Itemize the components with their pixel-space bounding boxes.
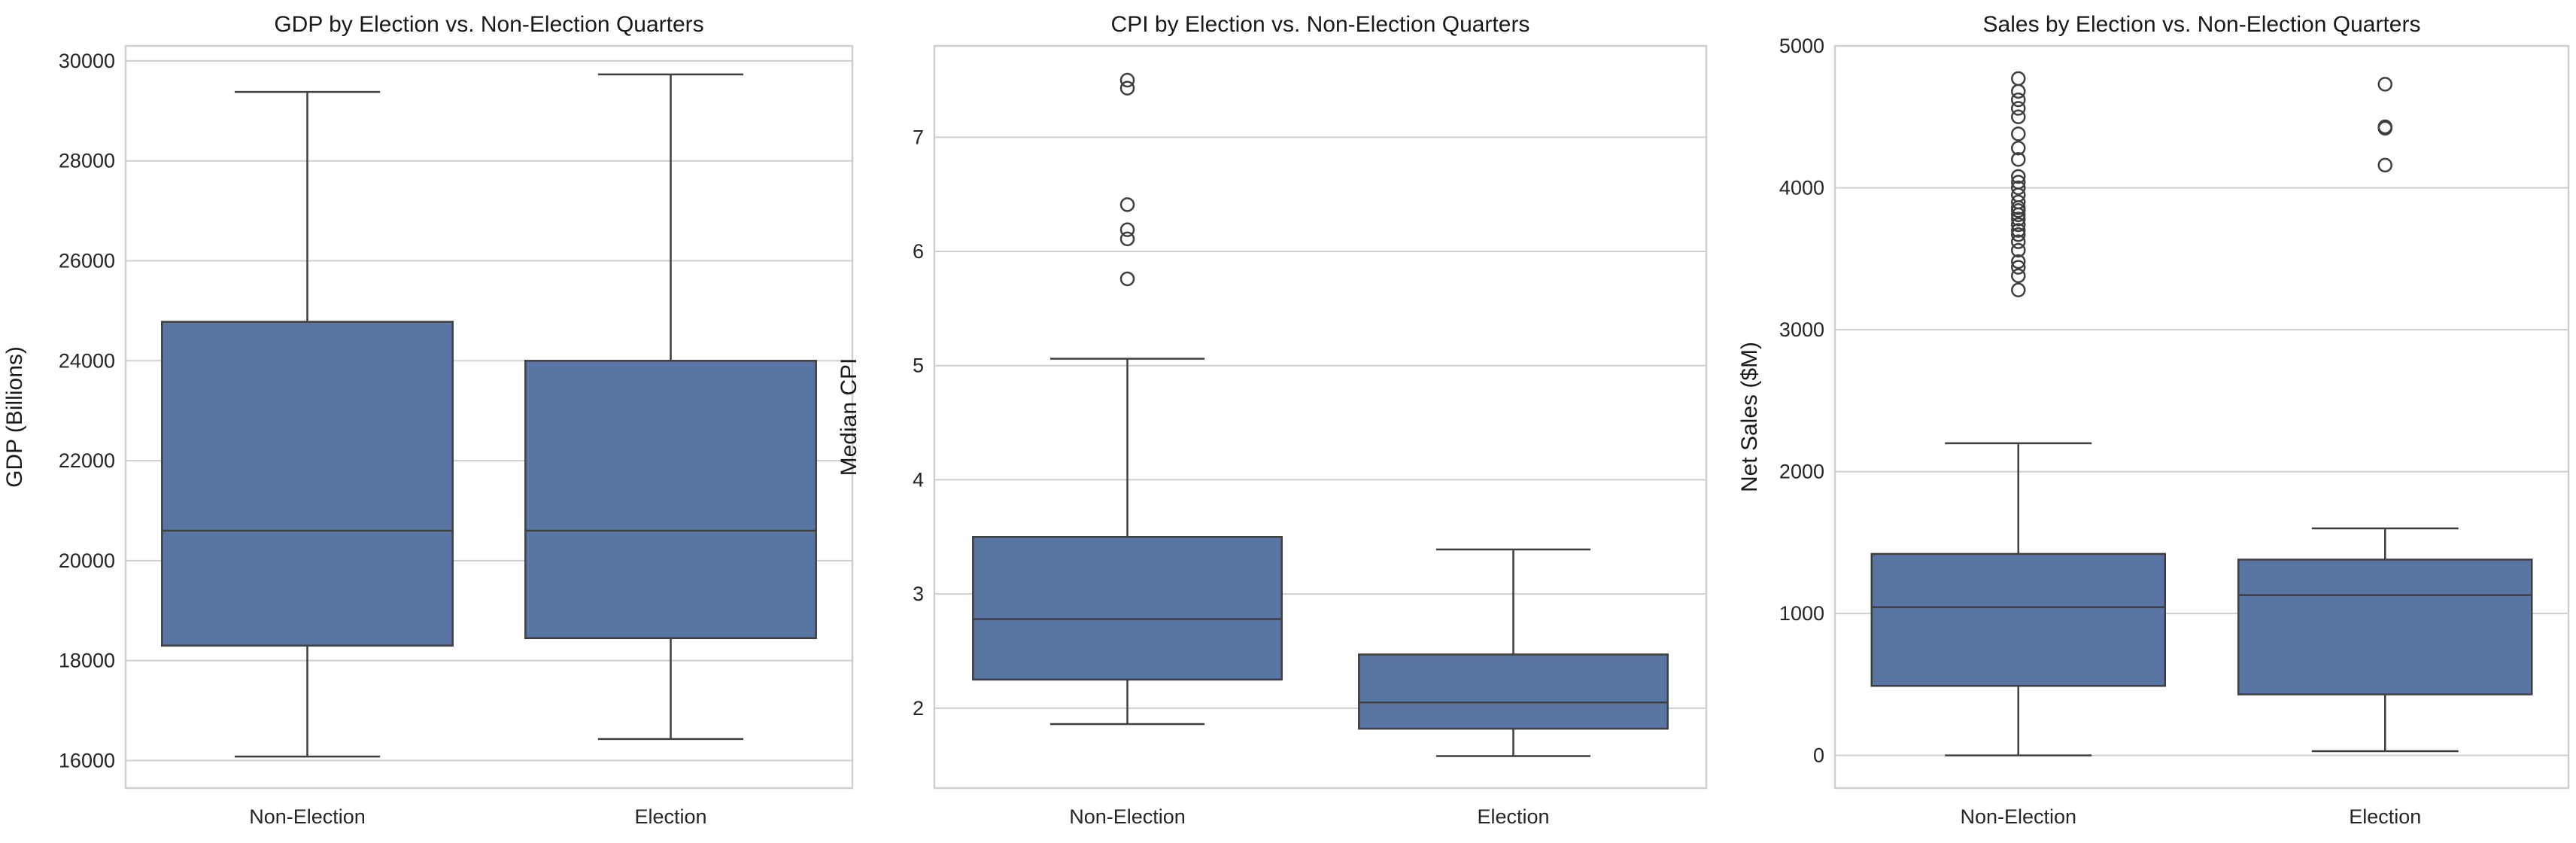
outlier-point: [2011, 260, 2026, 275]
chart-title: Sales by Election vs. Non-Election Quart…: [1983, 12, 2421, 37]
y-tick-label: 3000: [1779, 318, 1824, 341]
x-tick-label: Election: [1477, 805, 1549, 828]
panels: 1600018000200002200024000260002800030000…: [2, 12, 2570, 828]
y-tick-label: 3: [913, 583, 924, 605]
x-tick-labels: Non-Election Election: [1960, 805, 2421, 828]
y-tick-labels: 16000 18000 20000 22000 24000 26000 28000 30000: [59, 50, 115, 772]
y-tick-label: 24000: [59, 349, 115, 372]
outlier-point: [2011, 234, 2026, 249]
y-tick-label: 20000: [59, 549, 115, 572]
y-tick-labels: 0 1000 2000 3000 4000 5000: [1779, 35, 1824, 767]
outlier-point: [2011, 217, 2026, 233]
x-tick-label: Non-Election: [1960, 805, 2076, 828]
y-axis-label: Net Sales ($M): [1737, 342, 1762, 492]
outlier-point: [2011, 212, 2026, 227]
box-non-election: [161, 90, 454, 758]
plot-frame: [933, 44, 1708, 790]
y-tick-label: 6: [913, 240, 924, 263]
box-iqr: [161, 321, 454, 647]
outlier-point: [2011, 223, 2026, 238]
outlier-point: [1119, 271, 1135, 287]
box-non-election: [972, 72, 1283, 726]
box-iqr: [972, 536, 1283, 681]
outlier-point: [2011, 194, 2026, 210]
y-tick-label: 1000: [1779, 602, 1824, 625]
outlier-point: [2011, 92, 2026, 108]
outlier-point: [2011, 109, 2026, 125]
outlier-point: [2377, 119, 2392, 135]
box-election: [524, 73, 817, 741]
outlier-point: [2011, 227, 2026, 242]
chart-title: GDP by Election vs. Non-Election Quarter…: [274, 12, 703, 37]
plot-frame: [124, 44, 854, 790]
y-tick-label: 30000: [59, 50, 115, 72]
outlier-point: [2377, 157, 2392, 173]
y-tick-label: 2000: [1779, 461, 1824, 483]
y-tick-label: 0: [1813, 744, 1824, 767]
outlier-point: [2011, 180, 2026, 196]
box-iqr: [2237, 558, 2533, 695]
outlier-point: [2011, 175, 2026, 190]
outlier-point: [2011, 71, 2026, 87]
box-election: [2237, 77, 2533, 753]
outlier-point: [2011, 268, 2026, 284]
outlier-point: [2011, 140, 2026, 156]
outlier-point: [2377, 77, 2392, 92]
outlier-point: [1119, 197, 1135, 212]
y-tick-labels: 2 3 4 5 6 7: [913, 126, 924, 719]
outlier-point: [1119, 231, 1135, 247]
y-tick-label: 2: [913, 697, 924, 720]
chart-panel-1: 16000 18000 20000 22000 24000 26000 28000 30000…: [2, 12, 854, 828]
y-tick-label: 5000: [1779, 35, 1824, 57]
outlier-point: [2011, 242, 2026, 258]
y-tick-label: 5: [913, 355, 924, 377]
y-tick-label: 4: [913, 468, 924, 491]
x-tick-label: Election: [2349, 805, 2421, 828]
y-tick-label: 22000: [59, 449, 115, 472]
box-iqr: [1870, 552, 2166, 687]
y-tick-label: 28000: [59, 150, 115, 172]
chart-panel-3: 0 1000 2000 3000 4000 5000 Non-Election Electio…: [1737, 12, 2570, 828]
outlier-point: [1119, 81, 1135, 96]
x-tick-labels: Non-Election Election: [249, 805, 706, 828]
plot-frame: [1833, 44, 2570, 790]
outlier-point: [2011, 101, 2026, 116]
outlier-point: [1119, 222, 1135, 237]
y-axis-label: Median CPI: [837, 358, 861, 476]
box-iqr: [1358, 653, 1669, 730]
y-tick-label: 18000: [59, 650, 115, 672]
x-tick-label: Non-Election: [249, 805, 366, 828]
x-tick-labels: Non-Election Election: [1069, 805, 1549, 828]
y-tick-label: 4000: [1779, 177, 1824, 199]
box-iqr: [524, 360, 817, 640]
y-tick-label: 26000: [59, 250, 115, 272]
chart-title: CPI by Election vs. Non-Election Quarter…: [1111, 12, 1530, 37]
box-non-election: [1870, 71, 2166, 756]
x-tick-label: Non-Election: [1069, 805, 1186, 828]
outlier-point: [2011, 282, 2026, 298]
outlier-point: [2011, 169, 2026, 184]
x-tick-label: Election: [634, 805, 706, 828]
outlier-point: [2011, 126, 2026, 142]
y-axis-label: GDP (Billions): [2, 346, 27, 488]
y-tick-label: 7: [913, 126, 924, 148]
outlier-point: [1119, 72, 1135, 88]
y-tick-label: 16000: [59, 749, 115, 771]
outlier-point: [2011, 254, 2026, 269]
box-election: [1358, 548, 1669, 757]
outlier-point: [2011, 152, 2026, 167]
chart-panel-2: 2 3 4 5 6 7 Non-Election Election CPI by Electio…: [837, 12, 1708, 828]
